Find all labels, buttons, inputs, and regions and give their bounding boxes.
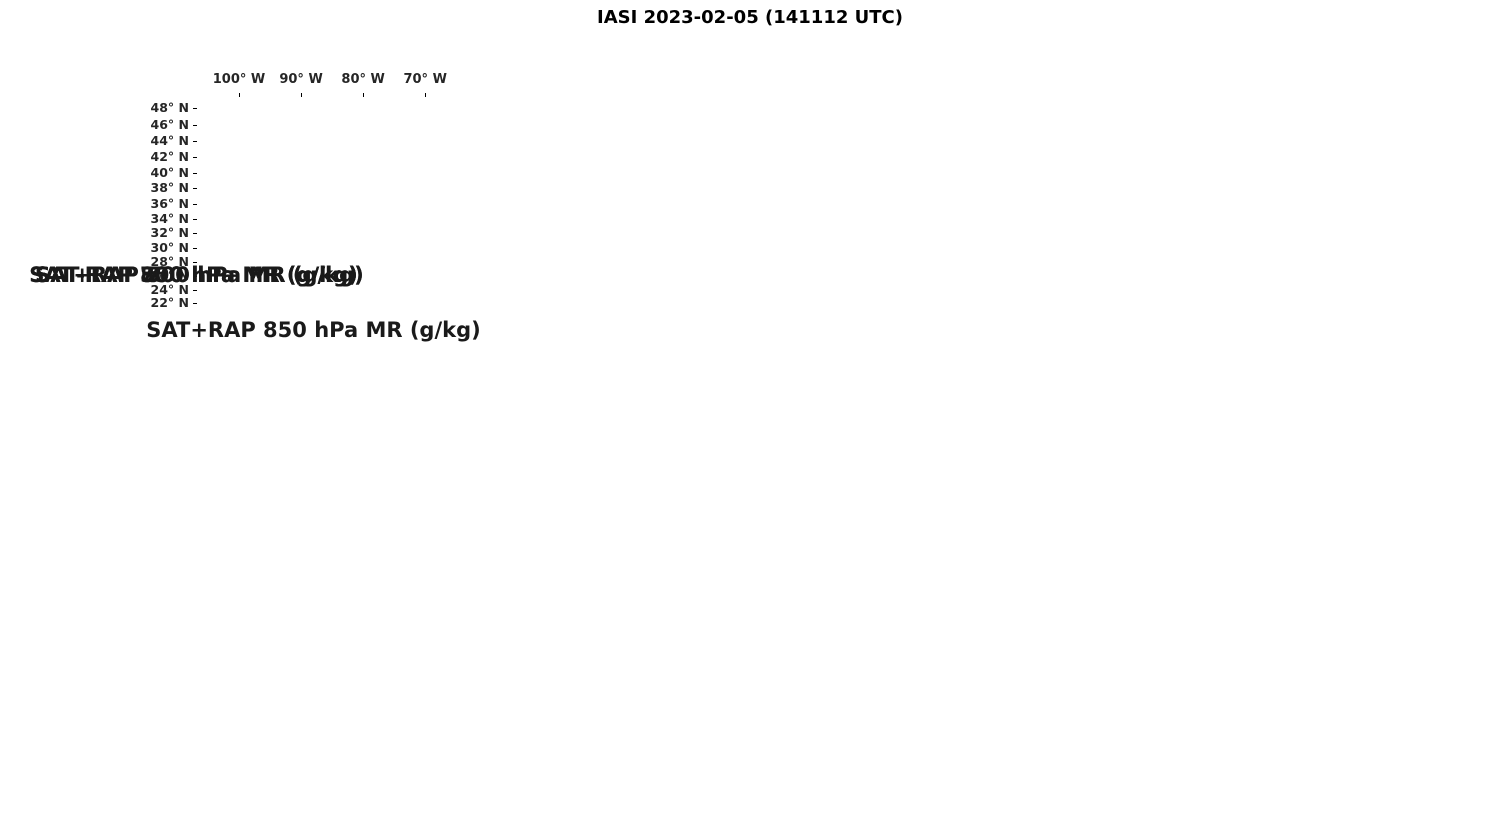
- lat-tick-mark: [193, 188, 197, 190]
- panel-sat-minus-rap-500: SAT-RAP 500 hPa MR (g/kg): [0, 0, 400, 330]
- lon-tick-label: 80° W: [341, 72, 385, 87]
- lat-tick-label: 24° N: [150, 281, 189, 297]
- lat-tick-mark: [193, 172, 197, 174]
- lat-tick-label: 34° N: [150, 210, 189, 226]
- lat-tick-label: 28° N: [150, 254, 189, 270]
- lat-tick-label: 30° N: [150, 239, 189, 255]
- panel-title: SAT+RAP 700 hPa MR (g/kg): [29, 263, 364, 287]
- lat-tick-mark: [193, 157, 197, 159]
- lon-tick-label: 90° W: [279, 72, 323, 87]
- lat-tick-mark: [193, 218, 197, 220]
- figure-title: IASI 2023-02-05 (141112 UTC): [597, 7, 903, 28]
- panel-sat-plus-rap-500: SAT+RAP 500 hPa MR (g/kg): [0, 0, 400, 330]
- lat-tick-mark: [193, 262, 197, 264]
- lat-tick-mark: [193, 140, 197, 142]
- panel-title: SAT-RAP 500 hPa MR (g/kg): [35, 263, 358, 287]
- lat-tick-mark: [193, 203, 197, 205]
- map-canvas-850-plus: 100° W 90° W 80° W 70° W 48° N 46° N 44° N 42° …: [117, 55, 517, 385]
- lat-tick-mark: [193, 275, 197, 277]
- lat-tick-label: 44° N: [150, 132, 189, 148]
- panel-title: SAT-RAP 700 hPa MR (g/kg): [35, 263, 358, 287]
- lat-tick-label: 42° N: [150, 149, 189, 165]
- lat-tick-mark: [193, 302, 197, 304]
- lon-tick-mark: [239, 93, 241, 97]
- lon-tick-mark: [425, 93, 427, 97]
- lat-tick-label: 40° N: [150, 164, 189, 180]
- panel-sat-plus-rap-850: 100° W 90° W 80° W 70° W 48° N 46° N 44° N 42° …: [117, 55, 517, 385]
- lon-tick-mark: [301, 93, 303, 97]
- lat-tick-label: 48° N: [150, 99, 189, 115]
- panel-sat-minus-rap-700: SAT-RAP 700 hPa MR (g/kg): [0, 0, 400, 330]
- lat-tick-mark: [193, 107, 197, 109]
- lon-tick-label: 100° W: [212, 72, 266, 87]
- panel-title: SAT-RAP 850 hPa MR (g/kg): [35, 263, 358, 287]
- lon-tick-label: 70° W: [403, 72, 447, 87]
- lat-tick-label: 46° N: [150, 116, 189, 132]
- lat-tick-mark: [193, 124, 197, 126]
- panel-title: SAT+RAP 850 hPa MR (g/kg): [146, 318, 481, 342]
- lat-tick-mark: [193, 233, 197, 235]
- lat-tick-label: 36° N: [150, 195, 189, 211]
- lat-tick-label: 32° N: [150, 225, 189, 241]
- panel-sat-plus-rap-700: SAT+RAP 700 hPa MR (g/kg): [0, 0, 400, 330]
- lat-tick-label: 22° N: [150, 294, 189, 310]
- panel-sat-minus-rap-850: SAT-RAP 850 hPa MR (g/kg): [0, 0, 400, 330]
- lat-tick-label: 38° N: [150, 180, 189, 196]
- lon-tick-mark: [363, 93, 365, 97]
- lat-tick-mark: [193, 247, 197, 249]
- lat-tick-label: 26° N: [150, 267, 189, 283]
- panel-title: SAT+RAP 500 hPa MR (g/kg): [29, 263, 364, 287]
- lat-tick-mark: [193, 289, 197, 291]
